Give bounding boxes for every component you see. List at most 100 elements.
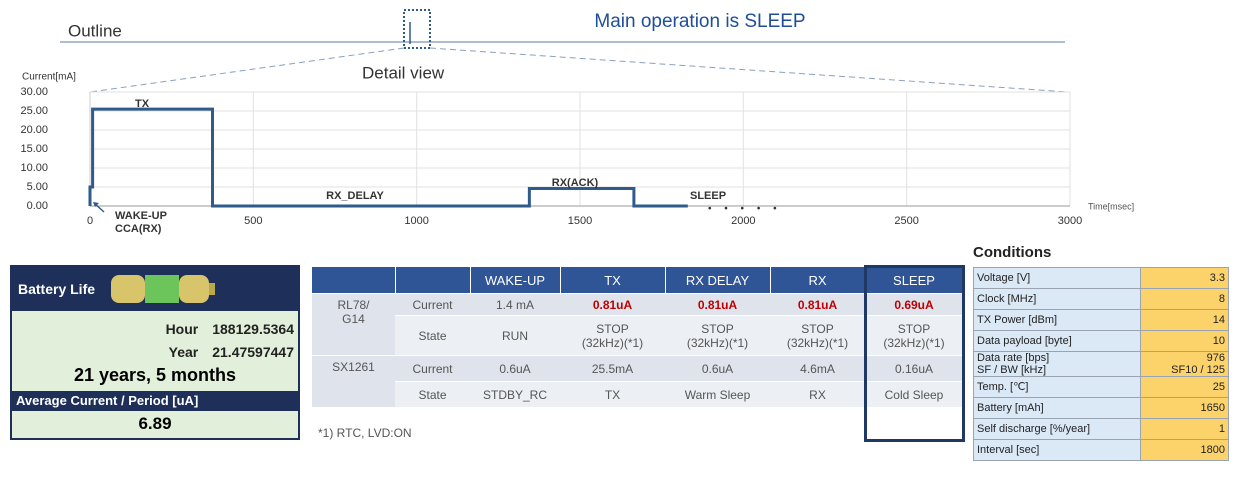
x-tick-label: 2000 xyxy=(731,215,755,227)
y-tick-label: 25.00 xyxy=(20,105,48,117)
avg-label: Average Current / Period [uA] xyxy=(12,391,298,411)
battery-title: Battery Life xyxy=(18,281,95,297)
main-title: Main operation is SLEEP xyxy=(594,11,805,32)
condition-row: Voltage [V]3.3 xyxy=(974,268,1229,289)
value-cell: 0.81uA xyxy=(665,294,770,316)
battery-summary: 21 years, 5 months xyxy=(12,363,298,387)
annotation: SLEEP xyxy=(690,190,726,202)
value-cell: STDBY_RC xyxy=(470,382,560,408)
condition-label: Voltage [V] xyxy=(974,268,1141,289)
battery-panel: Battery Life Hour 188129.5364 Year 21.4759… xyxy=(10,265,300,440)
zoom-line xyxy=(90,48,404,92)
value-cell: Warm Sleep xyxy=(665,382,770,408)
condition-label: TX Power [dBm] xyxy=(974,310,1141,331)
y-tick-label: 0.00 xyxy=(27,200,48,212)
condition-value: 3.3 xyxy=(1141,268,1229,289)
value-cell: 0.81uA xyxy=(770,294,865,316)
header-cell: WAKE-UP xyxy=(470,267,560,294)
footnote: *1) RTC, LVD:ON xyxy=(318,426,412,440)
year-label: Year xyxy=(169,344,199,360)
field-cell: State xyxy=(395,316,470,356)
y-tick-label: 10.00 xyxy=(20,162,48,174)
header-cell: TX xyxy=(560,267,665,294)
y-tick-label: 15.00 xyxy=(20,143,48,155)
hour-label: Hour xyxy=(166,321,199,337)
condition-value: 1800 xyxy=(1141,440,1229,461)
condition-label: Interval [sec] xyxy=(974,440,1141,461)
field-cell: State xyxy=(395,382,470,408)
device-cell: RL78/ G14 xyxy=(312,294,395,356)
value-cell: 4.6mA xyxy=(770,356,865,382)
detail-label: Detail view xyxy=(362,63,445,82)
condition-row: Data rate [bps] SF / BW [kHz]976 SF10 / … xyxy=(974,352,1229,377)
condition-value: 1 xyxy=(1141,419,1229,440)
x-tick-label: 1500 xyxy=(568,215,592,227)
condition-value: 14 xyxy=(1141,310,1229,331)
annotation: TX xyxy=(135,98,150,110)
y-axis-label: Current[mA] xyxy=(22,72,76,83)
page: Outline Main operation is SLEEP Detail v… xyxy=(0,0,1236,481)
conditions-title: Conditions xyxy=(973,244,1051,261)
battery-icon xyxy=(109,271,219,307)
outline-title: Outline xyxy=(68,21,122,40)
value-cell: STOP (32kHz)(*1) xyxy=(560,316,665,356)
condition-row: Data payload [byte]10 xyxy=(974,331,1229,352)
header-cell xyxy=(395,267,470,294)
value-cell: 0.6uA xyxy=(665,356,770,382)
hour-value: 188129.5364 xyxy=(212,321,294,337)
x-tick-label: 2500 xyxy=(894,215,918,227)
condition-row: Interval [sec]1800 xyxy=(974,440,1229,461)
y-tick-label: 20.00 xyxy=(20,124,48,136)
value-cell: STOP (32kHz)(*1) xyxy=(770,316,865,356)
value-cell: STOP (32kHz)(*1) xyxy=(665,316,770,356)
condition-value: 10 xyxy=(1141,331,1229,352)
condition-value: 1650 xyxy=(1141,398,1229,419)
field-cell: Current xyxy=(395,294,470,316)
value-cell: TX xyxy=(560,382,665,408)
value-cell: RUN xyxy=(470,316,560,356)
x-axis-label: Time[msec] xyxy=(1088,201,1134,211)
annotation: CCA(RX) xyxy=(115,223,162,235)
condition-row: Clock [MHz]8 xyxy=(974,289,1229,310)
continuation-dots: • • • • • xyxy=(708,204,782,215)
condition-row: TX Power [dBm]14 xyxy=(974,310,1229,331)
value-cell: 0.81uA xyxy=(560,294,665,316)
device-cell: SX1261 xyxy=(312,356,395,408)
field-cell: Current xyxy=(395,356,470,382)
condition-label: Data rate [bps] SF / BW [kHz] xyxy=(974,352,1141,377)
zoom-line xyxy=(430,48,1068,92)
header-cell: RX DELAY xyxy=(665,267,770,294)
condition-label: Self discharge [%/year] xyxy=(974,419,1141,440)
avg-value: 6.89 xyxy=(12,411,298,437)
header-cell: RX xyxy=(770,267,865,294)
condition-label: Temp. [℃] xyxy=(974,377,1141,398)
condition-value: 8 xyxy=(1141,289,1229,310)
value-cell: RX xyxy=(770,382,865,408)
condition-label: Clock [MHz] xyxy=(974,289,1141,310)
value-cell: 1.4 mA xyxy=(470,294,560,316)
y-tick-label: 30.00 xyxy=(20,86,48,98)
annotation: WAKE-UP xyxy=(115,210,167,222)
x-tick-label: 1000 xyxy=(404,215,428,227)
value-cell: 0.6uA xyxy=(470,356,560,382)
annotation: RX_DELAY xyxy=(326,190,384,202)
header-cell xyxy=(312,267,395,294)
year-value: 21.47597447 xyxy=(212,344,294,360)
x-tick-label: 3000 xyxy=(1058,215,1082,227)
battery-header: Battery Life xyxy=(12,267,298,311)
value-cell: 25.5mA xyxy=(560,356,665,382)
y-tick-label: 5.00 xyxy=(27,181,48,193)
annotation: RX(ACK) xyxy=(552,177,599,189)
condition-label: Battery [mAh] xyxy=(974,398,1141,419)
x-tick-label: 0 xyxy=(87,215,93,227)
condition-label: Data payload [byte] xyxy=(974,331,1141,352)
condition-row: Temp. [℃]25 xyxy=(974,377,1229,398)
condition-value: 976 SF10 / 125 xyxy=(1141,352,1229,377)
current-line xyxy=(90,109,688,206)
condition-value: 25 xyxy=(1141,377,1229,398)
x-tick-label: 500 xyxy=(244,215,262,227)
sleep-highlight xyxy=(864,265,965,442)
condition-row: Self discharge [%/year]1 xyxy=(974,419,1229,440)
chart: Outline Main operation is SLEEP Detail v… xyxy=(0,0,1236,250)
